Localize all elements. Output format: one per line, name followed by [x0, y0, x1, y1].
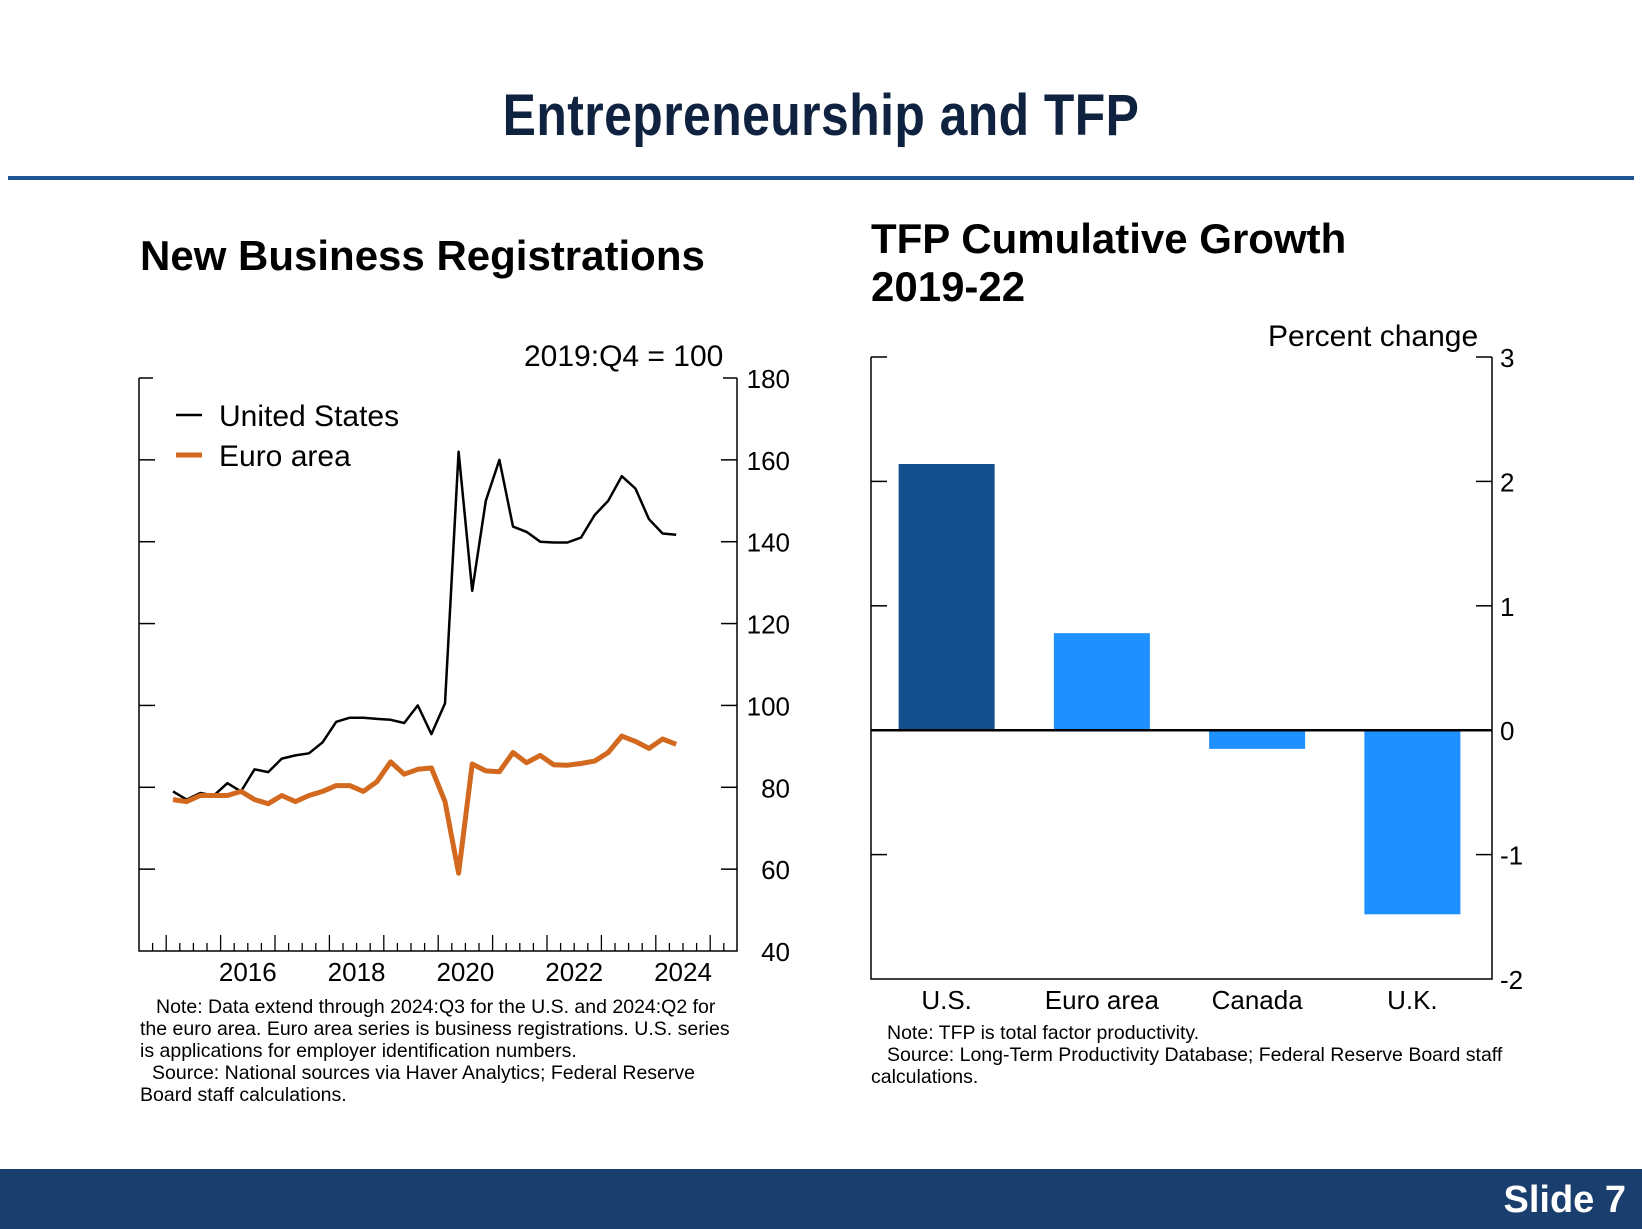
y-tick-label: 140	[747, 528, 790, 558]
x-tick-label: 2024	[654, 957, 712, 987]
y-tick-label: 120	[747, 610, 790, 640]
y-tick-label: 2	[1500, 467, 1514, 497]
left-chart-source-text: Source: National sources via Haver Analy…	[140, 1062, 695, 1106]
x-tick-label: 2020	[436, 957, 494, 987]
legend-label-united-states: United States	[219, 400, 399, 433]
bar-canada	[1209, 730, 1306, 749]
title-divider	[8, 176, 1634, 180]
slide-number: Slide 7	[1503, 1179, 1627, 1221]
y-tick-label: 160	[747, 446, 790, 476]
right-chart-note: Note: TFP is total factor productivity. …	[871, 1022, 1511, 1088]
x-tick-label: 2016	[219, 957, 277, 987]
series-line-united-states	[172, 450, 677, 801]
x-tick-label: 2022	[545, 957, 603, 987]
bar-u-s	[898, 463, 995, 731]
footer-bar: Slide 7	[0, 1169, 1642, 1229]
y-tick-label: 3	[1500, 343, 1514, 373]
y-tick-label: 100	[747, 691, 790, 721]
left-chart-note: Note: Data extend through 2024:Q3 for th…	[140, 996, 740, 1106]
right-chart-note-text: Note: TFP is total factor productivity.	[887, 1022, 1200, 1044]
y-tick-label: -2	[1500, 965, 1523, 995]
x-category-label: Euro area	[1045, 985, 1160, 1015]
y-tick-label: 60	[761, 855, 790, 885]
legend-label-euro-area: Euro area	[219, 440, 351, 473]
x-category-label: U.K.	[1387, 985, 1438, 1015]
y-tick-label: 1	[1500, 592, 1514, 622]
bar-euro-area	[1053, 633, 1150, 731]
y-tick-label: 40	[761, 937, 790, 967]
bar-u-k	[1364, 730, 1461, 915]
slide-title: Entrepreneurship and TFP	[502, 83, 1140, 148]
right-chart-title: TFP Cumulative Growth 2019-22	[871, 215, 1347, 310]
x-tick-label: 2018	[328, 957, 386, 987]
left-chart-unit-label: 2019:Q4 = 100	[524, 340, 724, 373]
left-chart-title: New Business Registrations	[140, 232, 705, 279]
right-chart-unit-label: Percent change	[1268, 320, 1479, 353]
y-tick-label: 180	[747, 364, 790, 394]
y-tick-label: 0	[1500, 716, 1514, 746]
series-line-euro-area	[172, 733, 678, 876]
x-category-label: Canada	[1212, 985, 1304, 1015]
y-tick-label: 80	[761, 773, 790, 803]
right-chart-source-text: Source: Long-Term Productivity Database;…	[871, 1044, 1503, 1088]
y-tick-label: -1	[1500, 841, 1523, 871]
bar-chart-frame	[870, 357, 1493, 980]
x-category-label: U.S.	[921, 985, 972, 1015]
left-chart-note-text: Note: Data extend through 2024:Q3 for th…	[140, 996, 730, 1062]
